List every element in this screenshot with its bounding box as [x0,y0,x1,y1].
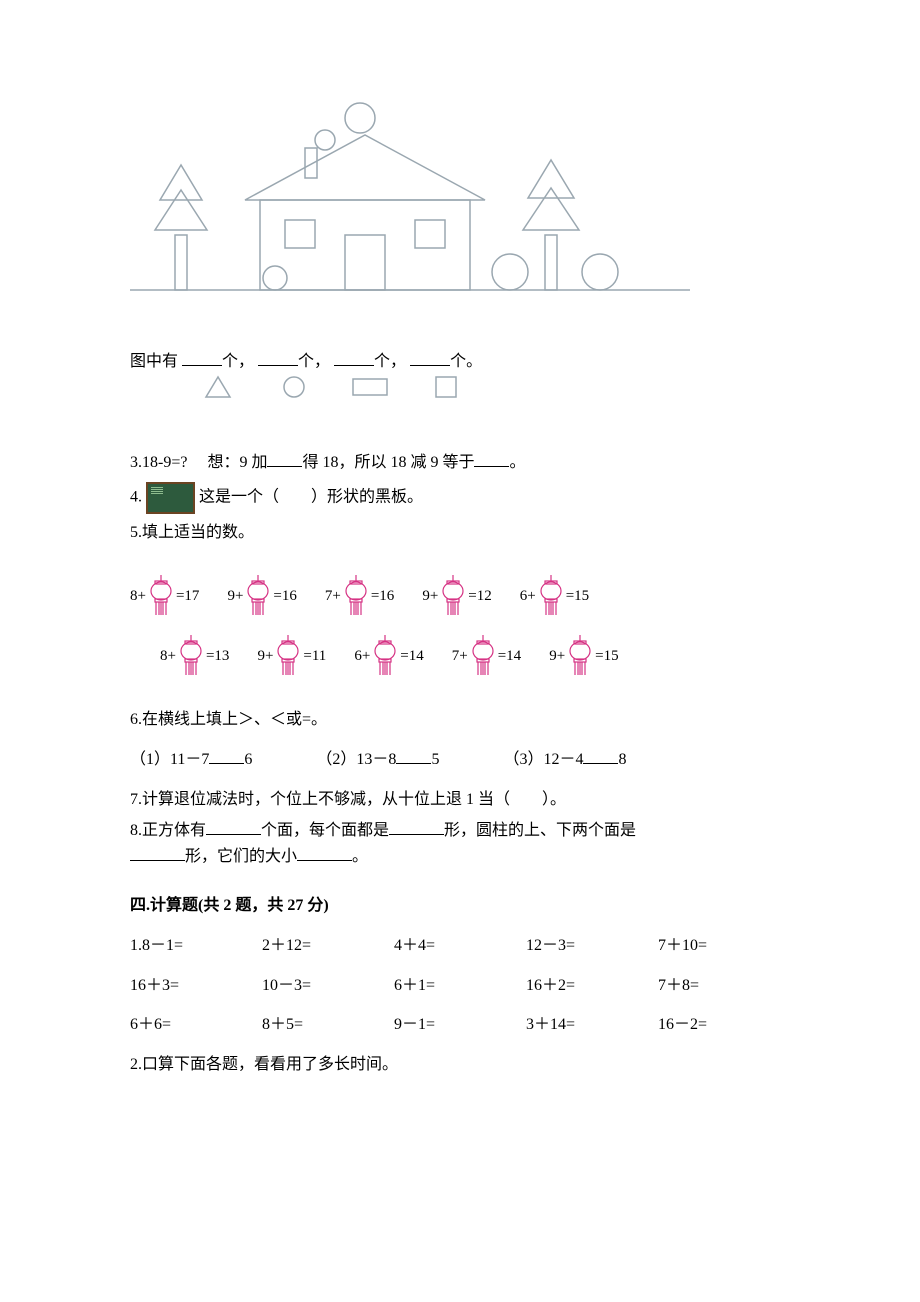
lantern-icon [372,635,398,677]
lantern-icon [178,635,204,677]
lantern-icon [275,635,301,677]
lantern-item: 9+=15 [549,635,618,677]
section-4-q2: 2.口算下面各题，看看用了多长时间。 [130,1052,790,1078]
question-7: 7.计算退位减法时，个位上不够减，从十位上退 1 当（ ）。 [130,787,790,813]
shape-count-prefix: 图中有 [130,349,178,375]
lantern-icon [343,575,369,617]
lantern-item: 6+=15 [520,575,589,617]
rectangle-icon [350,374,390,400]
question-5-label: 5.填上适当的数。 [130,520,790,546]
question-6-label: 6.在横线上填上＞、＜或=。 [130,707,790,733]
question-4: 4. 这是一个（ ）形状的黑板。 [130,482,790,514]
lantern-item: 6+=14 [354,635,423,677]
lantern-icon [440,575,466,617]
blackboard-icon [146,482,195,514]
calc-row: 1.8－1= 2＋12= 4＋4= 12－3= 7＋10= [130,933,790,959]
question-6-items: （1）11－76 （2）13－85 （3）12－48 [130,747,790,773]
lantern-row-1: 8+=17 9+=16 7+=16 9+=12 6+=15 [130,575,790,617]
lantern-icon [148,575,174,617]
circle-icon [280,374,308,400]
lantern-icon [245,575,271,617]
lantern-item: 9+=12 [422,575,491,617]
triangle-icon [203,374,233,400]
house-shapes-drawing [130,100,690,300]
lantern-item: 8+=17 [130,575,199,617]
shape-count-question: 图中有 个， 个， 个， 个。 [130,349,790,401]
square-icon [432,374,460,400]
lantern-item: 8+=13 [160,635,229,677]
lantern-icon [567,635,593,677]
section-4-title: 四.计算题(共 2 题，共 27 分) [130,893,790,919]
lantern-row-2: 8+=13 9+=11 6+=14 7+=14 9+=15 [130,635,790,677]
lantern-item: 9+=11 [257,635,326,677]
lantern-item: 9+=16 [227,575,296,617]
lantern-item: 7+=16 [325,575,394,617]
question-8: 8.正方体有个面，每个面都是形，圆柱的上、下两个面是 形，它们的大小。 [130,818,790,869]
lantern-icon [470,635,496,677]
question-3: 3.18-9=? 想：9 加得 18，所以 18 减 9 等于。 [130,450,790,476]
lantern-item: 7+=14 [452,635,521,677]
calc-row: 6＋6= 8＋5= 9－1= 3＋14= 16－2= [130,1012,790,1038]
lantern-icon [538,575,564,617]
calc-row: 16＋3= 10－3= 6＋1= 16＋2= 7＋8= [130,973,790,999]
